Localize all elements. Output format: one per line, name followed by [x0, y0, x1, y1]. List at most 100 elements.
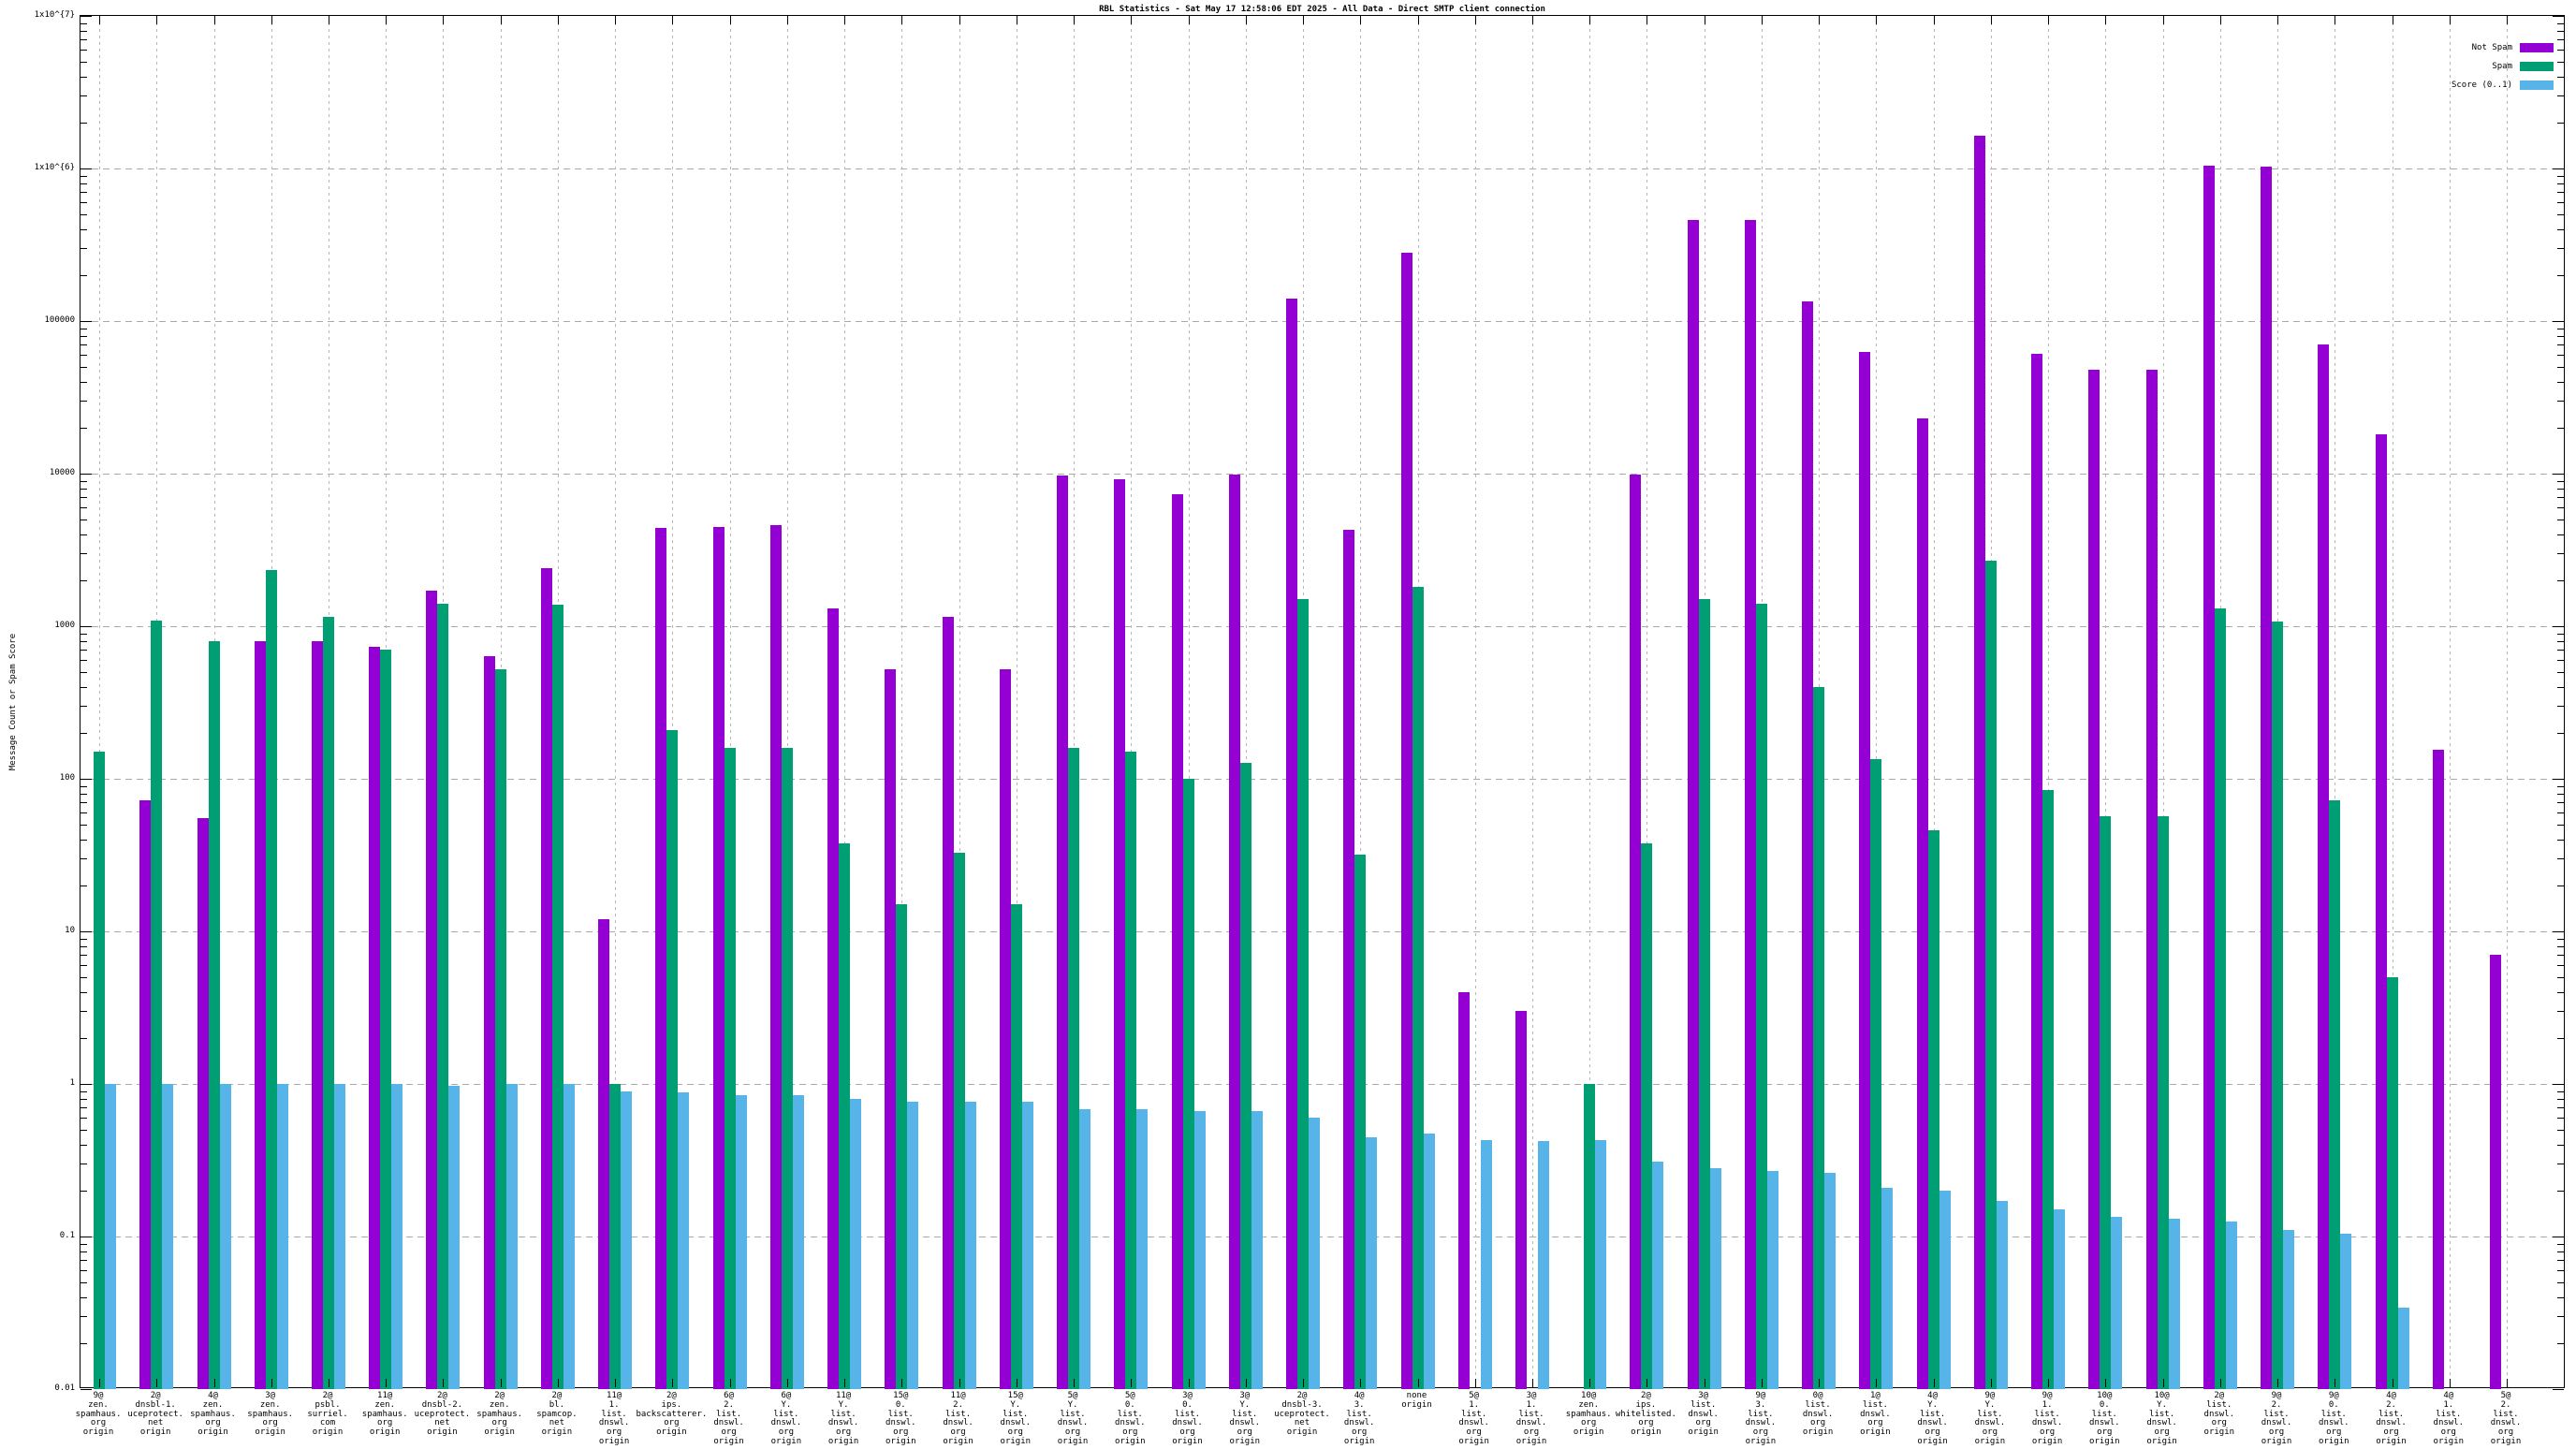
x-tick-label: 2@ zen. spamhaus. org origin: [476, 1391, 523, 1438]
x-tick: [2449, 16, 2451, 24]
y-minor-tick: [2557, 858, 2564, 860]
x-tick-label: 2@ bl. spamcop. net origin: [536, 1391, 578, 1438]
y-minor-tick: [2557, 793, 2564, 795]
bar-score: [678, 1092, 690, 1389]
y-minor-tick: [2557, 1316, 2564, 1318]
vgridline: [672, 16, 674, 1387]
bar-score: [1824, 1173, 1837, 1389]
x-tick: [729, 16, 731, 24]
bar-score: [505, 1084, 518, 1389]
bar-spam: [1125, 752, 1137, 1389]
y-minor-tick: [2557, 427, 2564, 429]
x-tick-label: 2@ psbl. surriel. com origin: [307, 1391, 348, 1438]
hgridline: [80, 1084, 2564, 1085]
y-minor-tick: [80, 381, 87, 383]
y-minor-tick: [2557, 1098, 2564, 1100]
vgridline: [1474, 16, 1476, 1387]
y-minor-tick: [2557, 1243, 2564, 1245]
y-minor-tick: [2557, 488, 2564, 490]
y-minor-tick: [80, 1243, 87, 1245]
x-tick: [1761, 1379, 1763, 1387]
legend-row: Not Spam: [2452, 38, 2554, 57]
y-minor-tick: [2557, 95, 2564, 97]
y-minor-tick: [2557, 274, 2564, 276]
x-tick-label: 5@ 0. list. dnswl. org origin: [1115, 1391, 1146, 1446]
x-tick: [2277, 16, 2278, 24]
y-minor-tick: [80, 1130, 87, 1132]
x-tick-label: 3@ 0. list. dnswl. org origin: [1172, 1391, 1203, 1446]
x-tick-label: 5@ 2. list. dnswl. org origin: [2490, 1391, 2522, 1446]
x-tick: [786, 1379, 788, 1387]
bar-score: [1021, 1102, 1033, 1389]
y-minor-tick: [2557, 965, 2564, 967]
y-minor-tick: [80, 672, 87, 674]
y-minor-tick: [2557, 1090, 2564, 1092]
x-tick: [1589, 16, 1591, 24]
y-minor-tick: [80, 1011, 87, 1013]
bar-notspam: [2203, 165, 2215, 1389]
bar-spam: [724, 747, 736, 1389]
legend: Not Spam Spam Score (0..1): [2452, 38, 2554, 95]
bar-spam: [1813, 686, 1825, 1389]
y-minor-tick: [80, 480, 87, 482]
x-tick: [1532, 1379, 1533, 1387]
y-major-tick: [2553, 168, 2564, 169]
bar-score: [1652, 1161, 1664, 1389]
vgridline: [1589, 16, 1591, 1387]
x-tick: [959, 1379, 960, 1387]
x-tick: [2507, 16, 2508, 24]
bar-score: [2283, 1230, 2294, 1389]
bar-score: [2168, 1219, 2180, 1389]
y-minor-tick: [80, 1190, 87, 1192]
x-tick: [1589, 1379, 1591, 1387]
bar-score: [391, 1084, 403, 1389]
bar-notspam: [139, 800, 152, 1389]
bar-spam: [666, 729, 679, 1389]
vgridline: [1933, 16, 1935, 1387]
x-tick-label: 15@ Y. list. dnswl. org origin: [1000, 1391, 1032, 1446]
bar-score: [1480, 1139, 1492, 1389]
y-minor-tick: [2557, 381, 2564, 383]
y-minor-tick: [80, 39, 87, 41]
bar-score: [2397, 1308, 2409, 1389]
x-tick-label: 5@ Y. list. dnswl. org origin: [1057, 1391, 1089, 1446]
x-tick: [213, 16, 215, 24]
y-minor-tick: [80, 793, 87, 795]
y-minor-tick: [80, 802, 87, 804]
y-minor-tick: [80, 579, 87, 581]
y-minor-tick: [80, 534, 87, 535]
bar-score: [621, 1090, 633, 1389]
bar-spam: [208, 640, 220, 1389]
x-tick: [2277, 1379, 2278, 1387]
y-tick-label: 100000: [44, 315, 75, 325]
y-minor-tick: [80, 633, 87, 635]
hgridline: [80, 474, 2564, 475]
y-minor-tick: [80, 1118, 87, 1120]
y-minor-tick: [80, 686, 87, 688]
bar-score: [1881, 1187, 1894, 1389]
bar-spam: [2214, 608, 2226, 1389]
y-minor-tick: [2557, 945, 2564, 947]
y-minor-tick: [2557, 825, 2564, 827]
x-tick-label: none origin: [1401, 1391, 1432, 1410]
bar-notspam: [1057, 476, 1068, 1389]
vgridline: [2105, 16, 2107, 1387]
y-minor-tick: [2557, 192, 2564, 194]
y-minor-tick: [2557, 1251, 2564, 1252]
y-minor-tick: [80, 825, 87, 827]
x-tick: [2162, 1379, 2164, 1387]
y-minor-tick: [2557, 183, 2564, 184]
bar-score: [1251, 1111, 1263, 1389]
x-tick: [672, 1379, 674, 1387]
legend-label: Spam: [2492, 62, 2512, 71]
x-tick: [1074, 1379, 1075, 1387]
y-minor-tick: [2557, 39, 2564, 41]
x-tick: [2105, 1379, 2107, 1387]
y-minor-tick: [2557, 650, 2564, 651]
y-major-tick: [80, 474, 92, 475]
bar-score: [1423, 1134, 1435, 1389]
y-minor-tick: [80, 785, 87, 787]
x-tick: [844, 16, 846, 24]
x-tick: [615, 1379, 617, 1387]
legend-label: Not Spam: [2471, 43, 2512, 52]
